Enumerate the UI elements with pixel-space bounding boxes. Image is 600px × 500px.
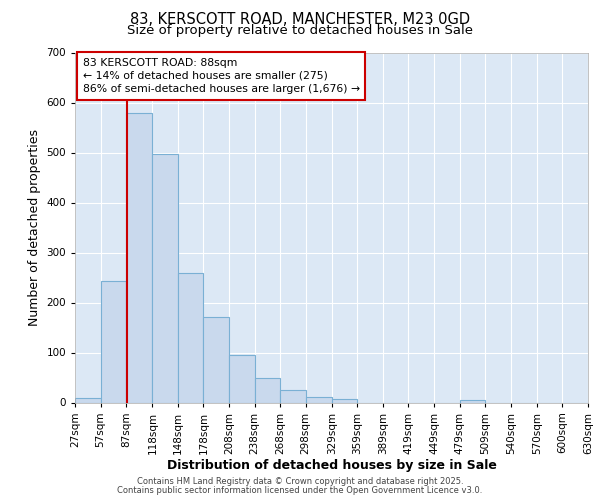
Bar	[203, 316, 229, 402]
Bar	[280, 390, 305, 402]
Bar	[75, 398, 101, 402]
Bar	[178, 272, 203, 402]
Bar	[101, 281, 126, 402]
Text: Contains public sector information licensed under the Open Government Licence v3: Contains public sector information licen…	[118, 486, 482, 495]
Text: 83 KERSCOTT ROAD: 88sqm
← 14% of detached houses are smaller (275)
86% of semi-d: 83 KERSCOTT ROAD: 88sqm ← 14% of detache…	[83, 58, 360, 94]
Bar	[229, 355, 254, 403]
Text: Contains HM Land Registry data © Crown copyright and database right 2025.: Contains HM Land Registry data © Crown c…	[137, 477, 463, 486]
Bar	[126, 112, 152, 403]
Text: 83, KERSCOTT ROAD, MANCHESTER, M23 0GD: 83, KERSCOTT ROAD, MANCHESTER, M23 0GD	[130, 12, 470, 28]
Y-axis label: Number of detached properties: Number of detached properties	[28, 129, 41, 326]
Bar	[332, 398, 358, 402]
Bar	[152, 154, 178, 402]
Bar	[460, 400, 485, 402]
Text: Size of property relative to detached houses in Sale: Size of property relative to detached ho…	[127, 24, 473, 37]
Bar	[254, 378, 280, 402]
Bar	[305, 396, 332, 402]
X-axis label: Distribution of detached houses by size in Sale: Distribution of detached houses by size …	[167, 459, 496, 472]
